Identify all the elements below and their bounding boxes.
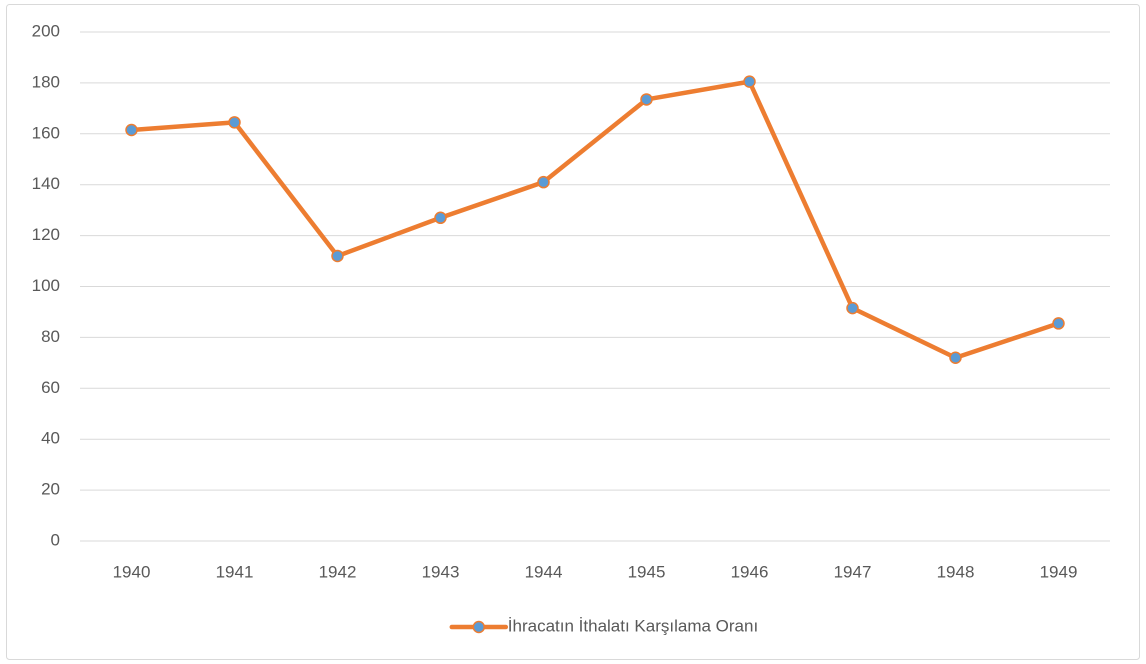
y-tick-label: 40 — [41, 429, 60, 448]
marker — [846, 301, 859, 315]
marker — [331, 249, 344, 263]
y-tick-label: 0 — [51, 530, 60, 549]
y-tick-label: 60 — [41, 378, 60, 397]
marker — [434, 211, 447, 225]
x-tick-label: 1948 — [937, 562, 975, 581]
x-tick-label: 1941 — [216, 562, 254, 581]
legend-marker — [472, 620, 486, 634]
x-tick-label: 1940 — [113, 562, 151, 581]
y-tick-label: 80 — [41, 327, 60, 346]
legend-label: İhracatın İthalatı Karşılama Oranı — [508, 616, 758, 635]
marker — [949, 351, 962, 365]
y-tick-label: 200 — [32, 21, 60, 40]
y-tick-label: 100 — [32, 276, 60, 295]
y-tick-label: 120 — [32, 225, 60, 244]
marker — [743, 75, 756, 88]
marker — [537, 175, 550, 189]
marker — [640, 93, 653, 106]
y-tick-label: 180 — [32, 72, 60, 91]
x-tick-label: 1946 — [731, 562, 769, 581]
line — [129, 79, 1061, 361]
y-tick-label: 140 — [32, 174, 60, 193]
chart-border — [6, 4, 1140, 660]
x-tick-label: 1942 — [319, 562, 357, 581]
x-tick-label: 1943 — [422, 562, 460, 581]
x-tick-label: 1944 — [525, 562, 563, 581]
marker — [228, 116, 241, 129]
marker — [1052, 317, 1065, 330]
y-tick-label: 160 — [32, 123, 60, 142]
x-tick-label: 1949 — [1040, 562, 1078, 581]
marker — [125, 123, 138, 137]
y-tick-label: 20 — [41, 480, 60, 499]
x-tick-label: 1947 — [834, 562, 872, 581]
x-tick-label: 1945 — [628, 562, 666, 581]
